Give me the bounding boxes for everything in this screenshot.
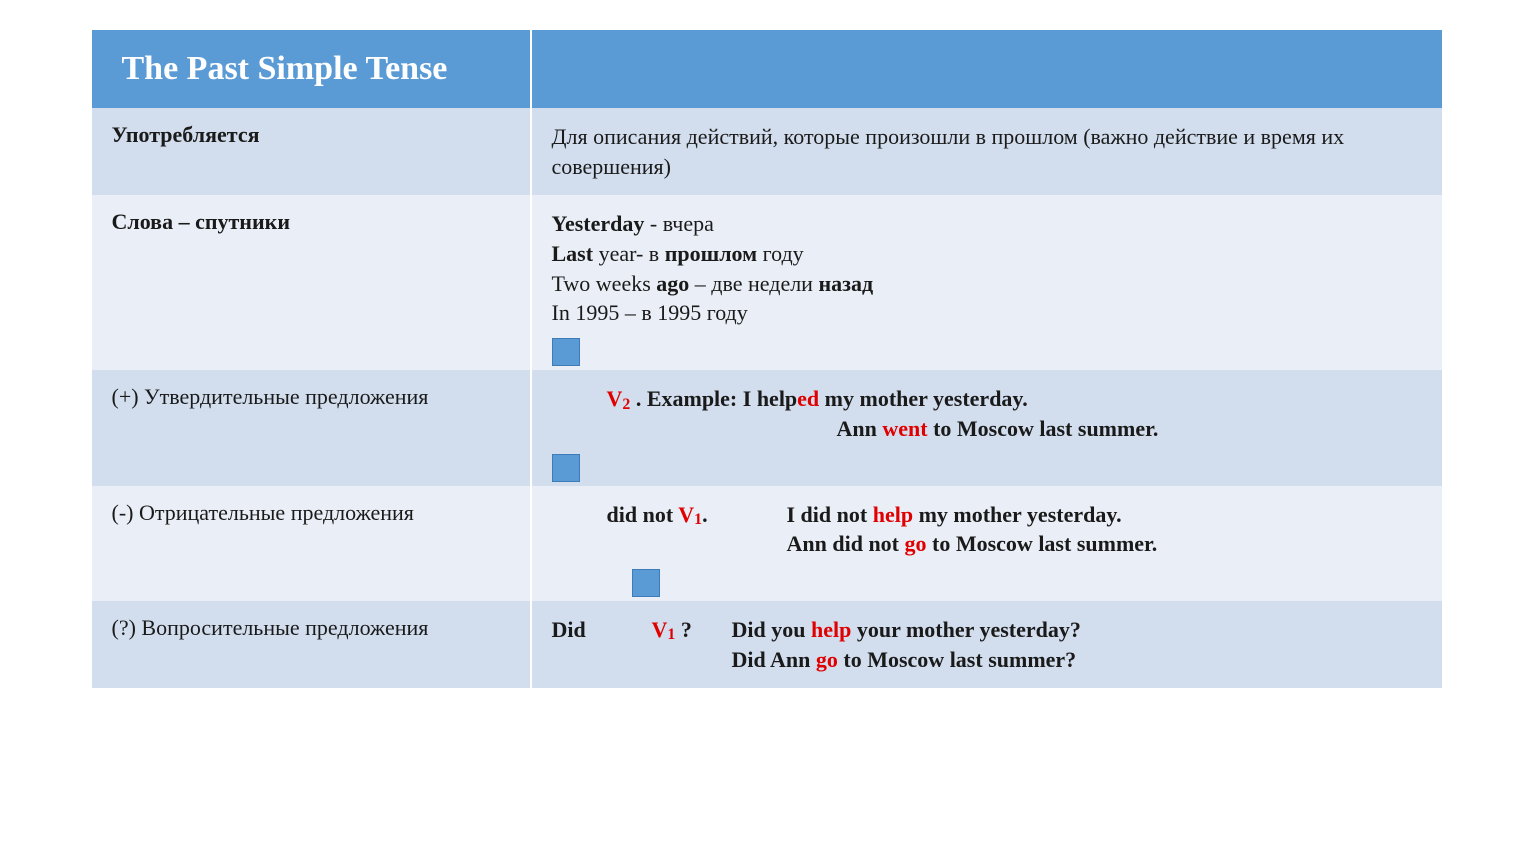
marker-ago-ru: назад: [818, 271, 873, 296]
neg-ex2: Ann did not go to Moscow last summer.: [787, 529, 1422, 559]
markers-label-cell: Слова – спутники: [92, 195, 532, 370]
usage-text: Для описания действий, которые произошли…: [552, 124, 1345, 179]
grammar-table: The Past Simple Tense Употребляется Для …: [92, 30, 1442, 688]
subject-box-icon: [552, 454, 580, 482]
question-label: (?) Вопросительные предложения: [112, 615, 429, 640]
marker-last: Last: [552, 241, 594, 266]
pos-ex2-tail: to Moscow last summer.: [928, 416, 1159, 441]
markers-label: Слова – спутники: [112, 209, 291, 234]
usage-content-cell: Для описания действий, которые произошли…: [532, 108, 1442, 195]
neg-ex2-verb: go: [905, 531, 927, 556]
row-negative: (-) Отрицательные предложения did not V1…: [92, 486, 1442, 601]
marker-yesterday: Yesterday: [552, 211, 645, 236]
v1-label-q: V1: [652, 617, 676, 642]
negative-line-1: did not V1. I did not help my mother yes…: [607, 500, 1422, 530]
marker-line-3: Two weeks ago – две недели назад: [552, 269, 1422, 299]
q-ex1: Did you help your mother yesterday?: [732, 615, 1422, 645]
header-right: [532, 30, 1442, 108]
positive-line-1: V2 . Example: I helped my mother yesterd…: [607, 384, 1422, 414]
q-v1: V1 ?: [652, 615, 732, 645]
subject-box-icon: [552, 338, 580, 366]
title: The Past Simple Tense: [122, 50, 500, 88]
question-line-2: Did Ann go to Moscow last summer?: [552, 645, 1422, 675]
neg-formula: did not V1.: [607, 500, 787, 530]
positive-line-2: Ann went to Moscow last summer.: [607, 414, 1422, 444]
pos-ex1-verb: ed: [797, 386, 819, 411]
usage-label: Употребляется: [112, 122, 260, 147]
row-markers: Слова – спутники Yesterday - вчера Last …: [92, 195, 1442, 370]
neg-ex1-verb: help: [873, 502, 913, 527]
header-left: The Past Simple Tense: [92, 30, 532, 108]
positive-content-cell: V2 . Example: I helped my mother yesterd…: [532, 370, 1442, 485]
negative-content-cell: did not V1. I did not help my mother yes…: [532, 486, 1442, 601]
negative-line-2: Ann did not go to Moscow last summer.: [607, 529, 1422, 559]
pos-ex2-verb: went: [882, 416, 927, 441]
pos-ex1-tail: my mother yesterday.: [819, 386, 1028, 411]
marker-line-1: Yesterday - вчера: [552, 209, 1422, 239]
negative-label: (-) Отрицательные предложения: [112, 500, 414, 525]
marker-line-4: In 1995 – в 1995 году: [552, 298, 1422, 328]
q-did: Did: [552, 615, 652, 645]
marker-last-ru: прошлом: [665, 241, 757, 266]
marker-line-2: Last year- в прошлом году: [552, 239, 1422, 269]
q-ex2: Did Ann go to Moscow last summer?: [732, 645, 1422, 675]
q-ex1-verb: help: [811, 617, 851, 642]
subject-box-icon: [632, 569, 660, 597]
negative-label-cell: (-) Отрицательные предложения: [92, 486, 532, 601]
question-content-cell: Did V1 ? Did you help your mother yester…: [532, 601, 1442, 688]
header-row: The Past Simple Tense: [92, 30, 1442, 108]
row-positive: (+) Утвердительные предложения V2 . Exam…: [92, 370, 1442, 485]
marker-ago-pre: Two weeks: [552, 271, 657, 296]
row-usage: Употребляется Для описания действий, кот…: [92, 108, 1442, 195]
v1-label-neg: V1: [678, 502, 702, 527]
marker-yesterday-ru: - вчера: [644, 211, 713, 236]
pos-ex2-pre: Ann: [837, 416, 883, 441]
q-ex2-verb: go: [816, 647, 838, 672]
usage-label-cell: Употребляется: [92, 108, 532, 195]
marker-last-end: году: [757, 241, 804, 266]
positive-label-cell: (+) Утвердительные предложения: [92, 370, 532, 485]
markers-content-cell: Yesterday - вчера Last year- в прошлом г…: [532, 195, 1442, 370]
pos-ex1-pre: . Example: I help: [630, 386, 797, 411]
positive-label: (+) Утвердительные предложения: [112, 384, 429, 409]
v2-label: V2: [607, 386, 631, 411]
marker-ago-mid: – две недели: [689, 271, 818, 296]
row-question: (?) Вопросительные предложения Did V1 ? …: [92, 601, 1442, 688]
question-label-cell: (?) Вопросительные предложения: [92, 601, 532, 688]
question-line-1: Did V1 ? Did you help your mother yester…: [552, 615, 1422, 645]
marker-ago: ago: [656, 271, 689, 296]
neg-ex1: I did not help my mother yesterday.: [787, 500, 1422, 530]
marker-last-mid: year- в: [593, 241, 665, 266]
